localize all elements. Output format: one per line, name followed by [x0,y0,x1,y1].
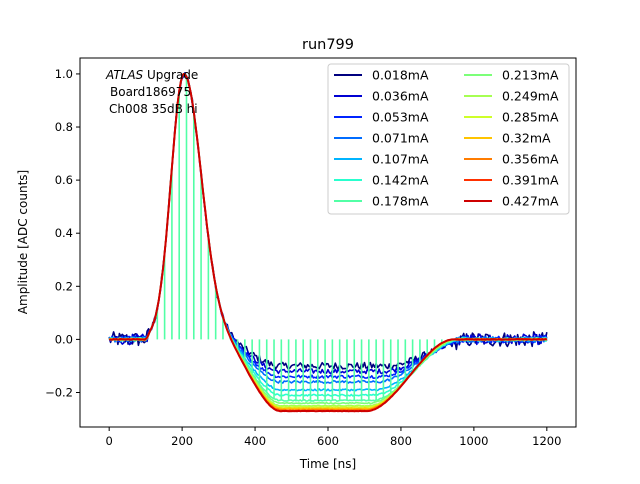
y-axis-ticks: −0.2 0.0 0.2 0.4 0.6 0.8 1.0 [45,67,80,399]
annotation-line-1: ATLAS Upgrade [105,68,198,82]
series-spikes-0.178mA [156,76,458,401]
legend-label: 0.018mA [372,68,429,83]
y-tick-label: 0.6 [55,173,73,187]
legend-label: 0.213mA [502,68,559,83]
y-tick-label: 1.0 [55,67,73,81]
annotation-upgrade: Upgrade [143,68,198,82]
chart-title: run799 [302,37,354,53]
y-axis-label: Amplitude [ADC counts] [16,170,30,314]
legend-label: 0.071mA [372,131,429,146]
legend-label: 0.356mA [502,152,559,167]
legend-label: 0.053mA [372,110,429,125]
x-tick-label: 800 [390,434,412,448]
legend-label: 0.036mA [372,89,429,104]
plot-frame [79,57,577,428]
x-tick-label: 0 [106,434,113,448]
y-tick-label: 0.8 [55,120,73,134]
legend-label: 0.32mA [502,131,551,146]
legend-label: 0.427mA [502,194,559,209]
x-tick-label: 200 [171,434,193,448]
legend-frame [327,63,570,215]
y-tick-label: 0.4 [55,226,73,240]
annotation-atlas: ATLAS [105,68,144,82]
annotation-board: Board186975 [110,85,191,99]
x-axis-ticks: 0 200 400 600 800 1000 1200 [106,427,561,448]
y-tick-label: −0.2 [45,385,73,399]
legend: 0.018mA 0.036mA 0.053mA 0.071mA 0.107mA 0.142… [327,63,570,215]
x-tick-label: 600 [317,434,339,448]
y-tick-label: 0.0 [55,332,73,346]
legend-label: 0.107mA [372,152,429,167]
legend-label: 0.178mA [372,194,429,209]
x-tick-label: 400 [244,434,266,448]
x-tick-label: 1200 [532,434,561,448]
legend-label: 0.391mA [502,173,559,188]
traces [108,72,548,413]
y-tick-label: 0.2 [55,279,73,293]
x-axis-label: Time [ns] [299,457,356,471]
legend-label: 0.249mA [502,89,559,104]
x-tick-label: 1000 [459,434,488,448]
legend-label: 0.142mA [372,173,429,188]
series-line-0.427mA [108,73,547,413]
legend-label: 0.285mA [502,110,559,125]
annotation-channel: Ch008 35dB hi [109,102,198,116]
atlas-annotation: ATLAS Upgrade Board186975 Ch008 35dB hi [105,68,198,116]
